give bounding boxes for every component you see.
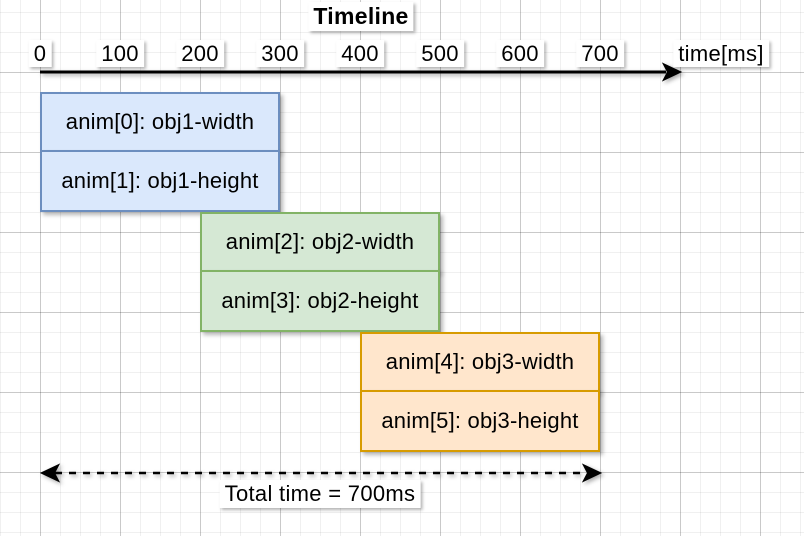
timeline-bar[interactable]: anim[0]: obj1-width [40, 92, 280, 152]
total-time-label[interactable]: Total time = 700ms [219, 480, 421, 508]
axis-tick-label[interactable]: 400 [336, 40, 384, 67]
bar-label: anim[2]: obj2-width [225, 229, 415, 254]
bar-label: anim[4]: obj3-width [385, 349, 575, 374]
timeline-title[interactable]: Timeline [308, 2, 414, 31]
timeline-bar[interactable]: anim[1]: obj1-height [40, 150, 280, 212]
axis-tick-label[interactable]: 700 [576, 40, 624, 67]
axis-unit-label[interactable]: time[ms] [673, 40, 769, 67]
axis-tick-label[interactable]: 0 [28, 40, 52, 67]
axis-tick-label[interactable]: 500 [416, 40, 464, 67]
axis-tick-label[interactable]: 600 [496, 40, 544, 67]
timeline-bar[interactable]: anim[3]: obj2-height [200, 270, 440, 332]
axis-tick-label[interactable]: 100 [96, 40, 144, 67]
timeline-bar[interactable]: anim[2]: obj2-width [200, 212, 440, 272]
timeline-bar[interactable]: anim[5]: obj3-height [360, 390, 600, 452]
axis-tick-label[interactable]: 200 [176, 40, 224, 67]
bar-label: anim[0]: obj1-width [65, 109, 255, 134]
total-time-arrow[interactable] [39, 463, 603, 483]
bar-label: anim[1]: obj1-height [61, 168, 259, 193]
bar-label: anim[3]: obj2-height [221, 288, 419, 313]
timeline-bar[interactable]: anim[4]: obj3-width [360, 332, 600, 392]
axis-tick-label[interactable]: 300 [256, 40, 304, 67]
bar-label: anim[5]: obj3-height [381, 408, 579, 433]
